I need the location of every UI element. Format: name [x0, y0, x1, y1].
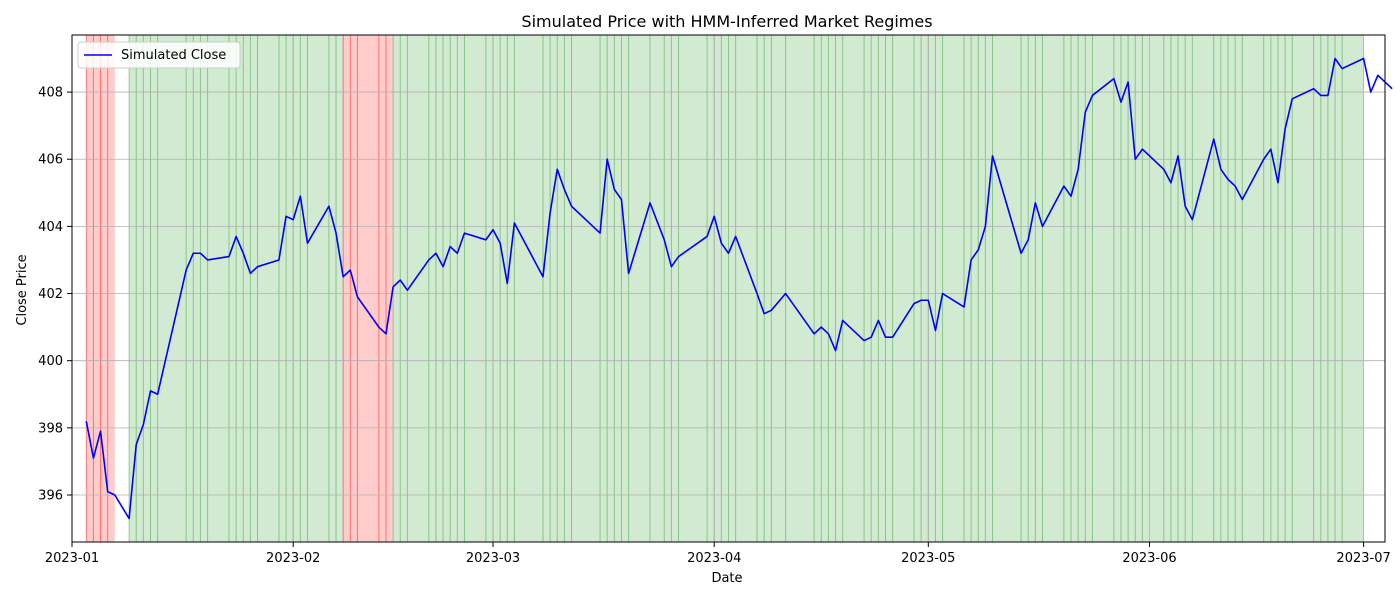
x-axis-ticks: 2023-01 2023-02 2023-03 2023-04 2023-05 2023-… — [45, 542, 1391, 566]
y-axis-label: Close Price — [15, 254, 30, 325]
series-line-simulated-close — [85, 57, 1393, 520]
chart-title: Simulated Price with HMM-Inferred Market… — [521, 12, 932, 31]
y-tick-label: 402 — [38, 287, 63, 302]
legend: Simulated Close — [77, 41, 241, 69]
x-tick-label: 2023-01 — [45, 551, 99, 566]
legend-box — [77, 41, 241, 69]
series-layer — [85, 57, 1393, 520]
x-tick-label: 2023-05 — [901, 551, 955, 566]
y-tick-label: 398 — [38, 421, 63, 436]
regime-band-bear-0 — [86, 35, 115, 542]
x-tick-label: 2023-06 — [1122, 551, 1176, 566]
y-tick-label: 400 — [38, 354, 63, 369]
legend-entry-simulated-close: Simulated Close — [121, 48, 226, 63]
x-axis-label: Date — [711, 571, 742, 586]
y-tick-label: 396 — [38, 488, 63, 503]
regime-band-bull-1 — [129, 35, 344, 542]
regime-band-bull-3 — [393, 35, 1364, 542]
x-tick-label: 2023-07 — [1336, 551, 1390, 566]
regime-bands — [85, 35, 1364, 542]
plot-area-frame — [71, 34, 1386, 543]
y-axis-ticks: 396 398 400 402 404 406 408 — [38, 86, 72, 503]
x-tick-label: 2023-04 — [687, 551, 741, 566]
y-tick-label: 408 — [38, 86, 63, 101]
x-tick-label: 2023-02 — [266, 551, 320, 566]
y-tick-label: 406 — [38, 153, 63, 168]
y-tick-label: 404 — [38, 220, 63, 235]
regime-band-bear-2 — [343, 35, 394, 542]
x-tick-label: 2023-03 — [466, 551, 520, 566]
